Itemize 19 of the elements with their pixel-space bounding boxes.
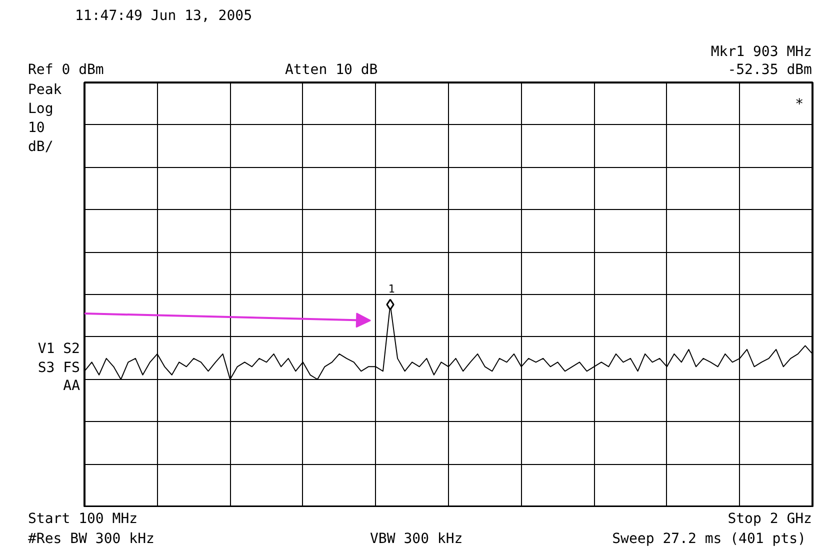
text: Start 100 MHz — [28, 511, 138, 527]
text: S3 FS — [38, 360, 80, 376]
text: VBW 300 kHz — [370, 531, 463, 547]
text: Peak — [28, 82, 62, 98]
text: AA — [63, 378, 80, 394]
text: V1 S2 — [38, 341, 80, 357]
text: 10 — [28, 120, 45, 136]
text: -52.35 dBm — [728, 62, 812, 78]
text: Atten 10 dB — [285, 62, 378, 78]
text: Stop 2 GHz — [728, 511, 812, 527]
text: Mkr1 903 MHz — [710, 44, 812, 60]
text: Sweep 27.2 ms (401 pts) — [612, 531, 806, 547]
text: 1 — [388, 282, 395, 296]
text: dB/ — [28, 139, 54, 155]
text: * — [795, 96, 804, 112]
text: #Res BW 300 kHz — [28, 531, 154, 547]
chart-title: 11:47:49 Jun 13, 2005 — [75, 8, 252, 24]
text: Log — [28, 101, 54, 117]
text: Ref 0 dBm — [28, 62, 104, 78]
